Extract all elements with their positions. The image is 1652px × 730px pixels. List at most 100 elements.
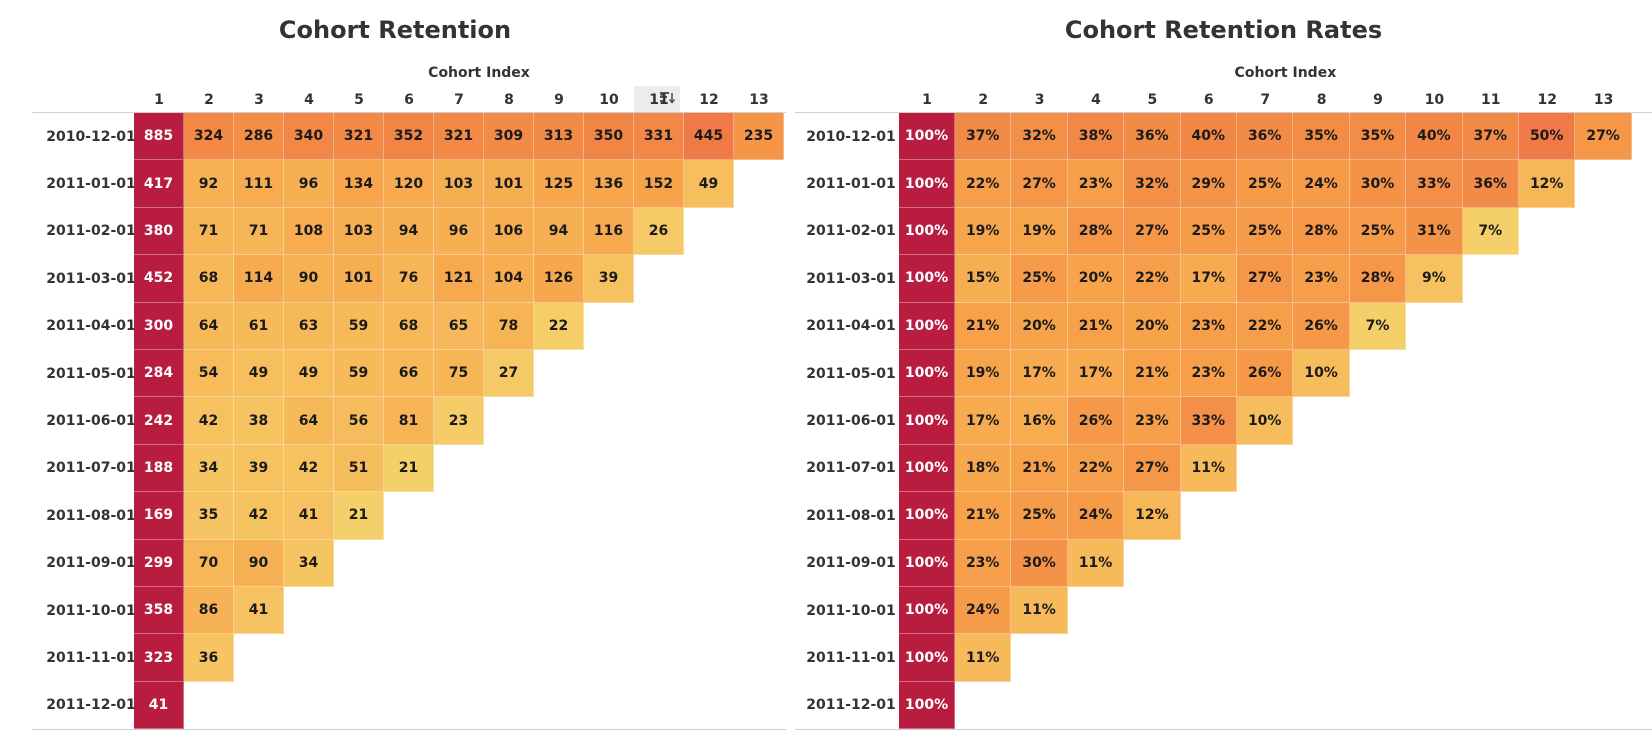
heatmap-cell[interactable]: 380	[134, 207, 184, 256]
heatmap-cell[interactable]: 42	[234, 492, 284, 540]
heatmap-cell[interactable]: 101	[484, 160, 534, 208]
heatmap-cell[interactable]: 42	[284, 444, 334, 493]
heatmap-cell[interactable]: 27%	[1124, 207, 1181, 256]
heatmap-cell[interactable]: 23%	[1180, 350, 1237, 398]
heatmap-cell[interactable]: 96	[434, 207, 484, 256]
heatmap-cell[interactable]: 66	[384, 350, 434, 398]
heatmap-cell[interactable]: 68	[184, 255, 234, 303]
heatmap-cell[interactable]: 19%	[955, 207, 1012, 256]
heatmap-cell[interactable]: 15%	[955, 255, 1012, 303]
heatmap-cell[interactable]: 49	[234, 350, 284, 398]
heatmap-cell[interactable]: 63	[284, 302, 334, 350]
heatmap-cell[interactable]: 42	[184, 397, 234, 445]
heatmap-cell[interactable]: 358	[134, 587, 184, 635]
heatmap-cell[interactable]: 27%	[1011, 160, 1068, 208]
heatmap-cell[interactable]: 30%	[1011, 539, 1068, 587]
heatmap-cell[interactable]: 19%	[1011, 207, 1068, 256]
heatmap-cell[interactable]: 90	[234, 539, 284, 587]
heatmap-cell[interactable]: 49	[284, 350, 334, 398]
heatmap-cell[interactable]: 17%	[1067, 350, 1125, 398]
heatmap-cell[interactable]: 100%	[899, 444, 955, 493]
heatmap-cell[interactable]: 242	[134, 397, 184, 445]
heatmap-cell[interactable]: 39	[584, 255, 634, 303]
heatmap-cell[interactable]: 49	[684, 160, 734, 208]
heatmap-cell[interactable]: 106	[484, 207, 534, 256]
heatmap-cell[interactable]: 286	[234, 113, 284, 161]
heatmap-cell[interactable]: 7%	[1462, 207, 1519, 256]
heatmap-cell[interactable]: 36%	[1124, 113, 1181, 161]
sort-descending-icon[interactable]	[634, 86, 680, 112]
heatmap-cell[interactable]: 18%	[955, 444, 1012, 493]
heatmap-cell[interactable]: 100%	[899, 160, 955, 208]
heatmap-cell[interactable]: 59	[334, 302, 384, 350]
heatmap-cell[interactable]: 10%	[1237, 397, 1294, 445]
heatmap-cell[interactable]: 352	[384, 113, 434, 161]
heatmap-cell[interactable]: 121	[434, 255, 484, 303]
heatmap-cell[interactable]: 51	[334, 444, 384, 493]
heatmap-cell[interactable]: 11%	[1011, 587, 1068, 635]
heatmap-cell[interactable]: 885	[134, 113, 184, 161]
heatmap-cell[interactable]: 235	[734, 113, 784, 161]
heatmap-cell[interactable]: 100%	[899, 113, 955, 161]
heatmap-cell[interactable]: 22	[534, 302, 584, 350]
heatmap-cell[interactable]: 90	[284, 255, 334, 303]
heatmap-cell[interactable]: 25%	[1237, 207, 1294, 256]
heatmap-cell[interactable]: 65	[434, 302, 484, 350]
heatmap-cell[interactable]: 29%	[1180, 160, 1237, 208]
heatmap-cell[interactable]: 54	[184, 350, 234, 398]
heatmap-cell[interactable]: 11%	[955, 634, 1012, 682]
heatmap-cell[interactable]: 309	[484, 113, 534, 161]
heatmap-cell[interactable]: 86	[184, 587, 234, 635]
heatmap-cell[interactable]: 25%	[1011, 255, 1068, 303]
heatmap-cell[interactable]: 39	[234, 444, 284, 493]
heatmap-cell[interactable]: 36%	[1462, 160, 1519, 208]
heatmap-cell[interactable]: 116	[584, 207, 634, 256]
heatmap-cell[interactable]: 152	[634, 160, 684, 208]
heatmap-cell[interactable]: 23%	[1124, 397, 1181, 445]
heatmap-cell[interactable]: 22%	[1237, 302, 1294, 350]
heatmap-cell[interactable]: 103	[434, 160, 484, 208]
heatmap-cell[interactable]: 11%	[1067, 539, 1125, 587]
heatmap-cell[interactable]: 134	[334, 160, 384, 208]
heatmap-cell[interactable]: 35%	[1293, 113, 1350, 161]
heatmap-cell[interactable]: 125	[534, 160, 584, 208]
heatmap-cell[interactable]: 340	[284, 113, 334, 161]
heatmap-cell[interactable]: 24%	[1067, 492, 1125, 540]
heatmap-cell[interactable]: 22%	[1124, 255, 1181, 303]
heatmap-cell[interactable]: 26%	[1293, 302, 1350, 350]
heatmap-cell[interactable]: 23%	[1293, 255, 1350, 303]
heatmap-cell[interactable]: 26%	[1237, 350, 1294, 398]
heatmap-cell[interactable]: 21%	[1124, 350, 1181, 398]
heatmap-cell[interactable]: 16%	[1011, 397, 1068, 445]
heatmap-cell[interactable]: 36	[184, 634, 234, 682]
heatmap-cell[interactable]: 25%	[1237, 160, 1294, 208]
heatmap-cell[interactable]: 23%	[1180, 302, 1237, 350]
heatmap-cell[interactable]: 108	[284, 207, 334, 256]
heatmap-cell[interactable]: 9%	[1406, 255, 1463, 303]
heatmap-cell[interactable]: 101	[334, 255, 384, 303]
heatmap-cell[interactable]: 25%	[1011, 492, 1068, 540]
heatmap-cell[interactable]: 24%	[1293, 160, 1350, 208]
heatmap-cell[interactable]: 27%	[1124, 444, 1181, 493]
heatmap-cell[interactable]: 23%	[1067, 160, 1125, 208]
heatmap-cell[interactable]: 445	[684, 113, 734, 161]
heatmap-cell[interactable]: 452	[134, 255, 184, 303]
heatmap-cell[interactable]: 40%	[1180, 113, 1237, 161]
heatmap-cell[interactable]: 32%	[1124, 160, 1181, 208]
heatmap-cell[interactable]: 114	[234, 255, 284, 303]
heatmap-cell[interactable]: 17%	[1180, 255, 1237, 303]
heatmap-cell[interactable]: 41	[284, 492, 334, 540]
heatmap-cell[interactable]: 70	[184, 539, 234, 587]
heatmap-cell[interactable]: 92	[184, 160, 234, 208]
heatmap-cell[interactable]: 324	[184, 113, 234, 161]
heatmap-cell[interactable]: 111	[234, 160, 284, 208]
heatmap-cell[interactable]: 21%	[955, 492, 1012, 540]
heatmap-cell[interactable]: 71	[184, 207, 234, 256]
heatmap-cell[interactable]: 284	[134, 350, 184, 398]
heatmap-cell[interactable]: 17%	[955, 397, 1012, 445]
heatmap-cell[interactable]: 36%	[1237, 113, 1294, 161]
heatmap-cell[interactable]: 7%	[1349, 302, 1407, 350]
heatmap-cell[interactable]: 37%	[1462, 113, 1519, 161]
heatmap-cell[interactable]: 136	[584, 160, 634, 208]
heatmap-cell[interactable]: 10%	[1293, 350, 1350, 398]
